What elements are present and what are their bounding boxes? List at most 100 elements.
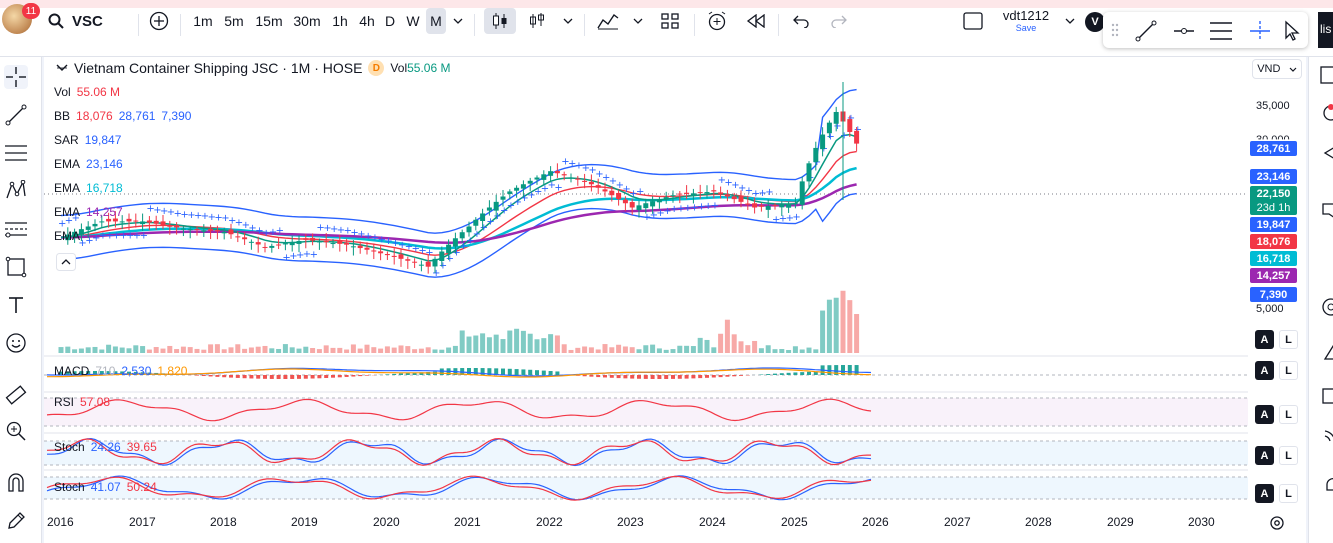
magnet-tool[interactable] [4, 471, 28, 495]
cursor-arrow-icon[interactable] [1283, 20, 1301, 42]
prediction-tool[interactable] [4, 217, 28, 241]
log-scale-button[interactable]: L [1279, 446, 1298, 465]
indicator-ema[interactable]: EMA 23,146 [54, 157, 123, 171]
sar-point: + [677, 204, 685, 215]
log-scale-button[interactable]: L [1279, 361, 1298, 380]
volume-bar [425, 347, 431, 353]
macd-histogram-bar [324, 375, 329, 378]
macd-histogram-bar [501, 368, 505, 375]
timeframe-4h[interactable]: 4h [359, 13, 375, 29]
stoch-legend[interactable]: Stoch 24.26 39.65 [54, 440, 157, 454]
auto-scale-button[interactable]: A [1255, 361, 1274, 380]
trend-line-tool[interactable] [4, 103, 28, 127]
indicators-dropdown[interactable] [630, 8, 646, 34]
notification-bell-icon[interactable] [1319, 475, 1333, 495]
publish-button[interactable]: lis [1318, 12, 1333, 48]
auto-scale-button[interactable]: A [1255, 446, 1274, 465]
indicator-ema[interactable]: EMA 14,257 [54, 205, 123, 219]
undo-button[interactable] [788, 8, 814, 34]
timeframe-1h[interactable]: 1h [332, 13, 348, 29]
redo-button[interactable] [826, 8, 852, 34]
layout-grid-button[interactable] [657, 8, 683, 34]
log-scale-button[interactable]: L [1279, 405, 1298, 424]
volume-bar [344, 349, 350, 353]
macd-histogram-bar [59, 371, 63, 375]
layout-checkbox-button[interactable] [960, 8, 986, 34]
timeframe-dropdown[interactable] [450, 8, 466, 34]
candle-body [799, 181, 805, 205]
candle-body [548, 171, 554, 176]
sar-point: + [58, 218, 66, 229]
auto-scale-button[interactable]: A [1255, 484, 1274, 503]
auto-scale-button[interactable]: A [1255, 330, 1274, 349]
timeframe-1m[interactable]: 1m [193, 13, 213, 29]
ideas-icon[interactable] [1319, 201, 1333, 221]
timeframe-m[interactable]: M [426, 8, 446, 34]
macd-legend[interactable]: MACD 710 2,530 1,820 [54, 364, 187, 378]
sar-point: + [656, 208, 664, 219]
indicator-vol[interactable]: Vol 55.06 M [54, 85, 120, 99]
macd-histogram-bar [535, 370, 539, 375]
broadcast-icon[interactable] [1319, 427, 1333, 447]
horizontal-ray-icon[interactable] [1173, 20, 1195, 42]
timeframe-30m[interactable]: 30m [293, 13, 321, 29]
auto-scale-button[interactable]: A [1255, 405, 1274, 424]
indicator-ema[interactable]: EMA [54, 229, 80, 243]
rsi-legend[interactable]: RSI 57.08 [54, 395, 110, 409]
layout-name-button[interactable]: vdt1212 Save [990, 8, 1062, 33]
alerts-clock-icon[interactable] [1319, 103, 1333, 123]
compare-symbol-button[interactable] [148, 8, 170, 34]
zoom-in-tool[interactable] [4, 419, 28, 443]
replay-button[interactable] [743, 8, 769, 34]
drawing-mode-tool[interactable] [4, 509, 28, 533]
chart-type-dropdown[interactable] [560, 8, 576, 34]
log-scale-button[interactable]: L [1279, 330, 1298, 349]
chart-legend-title[interactable]: Vietnam Container Shipping JSC · 1M · HO… [56, 60, 450, 76]
symbol-search-button[interactable]: VSC [48, 8, 178, 34]
chat-icon[interactable] [1319, 143, 1333, 163]
timeframe-w[interactable]: W [406, 13, 420, 29]
timeframe-5m[interactable]: 5m [224, 13, 244, 29]
indicator-ema[interactable]: EMA 16,718 [54, 181, 123, 195]
text-tool[interactable] [4, 293, 28, 317]
collapse-legend-icon[interactable] [56, 253, 76, 271]
currency-selector[interactable]: VND [1252, 59, 1302, 79]
drag-handle-icon[interactable] [1111, 22, 1119, 38]
settings-gear-icon[interactable] [1268, 514, 1286, 532]
geometric-shapes-tool[interactable] [4, 255, 28, 279]
measure-tool[interactable] [4, 383, 28, 407]
timeframe-15m[interactable]: 15m [255, 13, 283, 29]
indicator-sar[interactable]: SAR 19,847 [54, 133, 121, 147]
account-badge[interactable]: V [1085, 12, 1105, 32]
crosshair-tool[interactable] [4, 65, 28, 89]
trend-line-icon[interactable] [1135, 20, 1157, 42]
calendar-icon[interactable] [1319, 385, 1333, 405]
layout-dropdown[interactable] [1062, 8, 1078, 34]
candle-body [534, 177, 540, 180]
watchlist-icon[interactable] [1319, 65, 1333, 85]
candle-style-button[interactable] [484, 8, 516, 34]
bars-style-button[interactable] [526, 8, 548, 34]
fib-tool[interactable] [4, 141, 28, 165]
target-icon[interactable] [1319, 297, 1333, 317]
macd-histogram-bar [337, 375, 342, 378]
candle-body [724, 194, 730, 197]
candle-body [187, 229, 193, 231]
collapse-arrow-icon[interactable] [56, 63, 68, 73]
timeframe-d[interactable]: D [384, 13, 396, 29]
square-icon [963, 12, 983, 30]
volume-bar [323, 345, 329, 353]
channel-lines-icon[interactable] [1209, 20, 1233, 42]
log-scale-button[interactable]: L [1279, 484, 1298, 503]
triangle-icon[interactable] [1319, 341, 1333, 361]
sar-point: + [514, 197, 522, 208]
sar-point: + [595, 169, 603, 180]
alert-button[interactable] [704, 8, 730, 34]
indicators-button[interactable] [594, 8, 622, 34]
crosshair-icon[interactable] [1249, 20, 1271, 42]
icons-tool[interactable] [4, 331, 28, 355]
stoch-legend[interactable]: Stoch 41.07 50.24 [54, 480, 157, 494]
indicator-bb[interactable]: BB 18,076 28,761 7,390 [54, 109, 191, 123]
pattern-tool[interactable] [4, 179, 28, 203]
